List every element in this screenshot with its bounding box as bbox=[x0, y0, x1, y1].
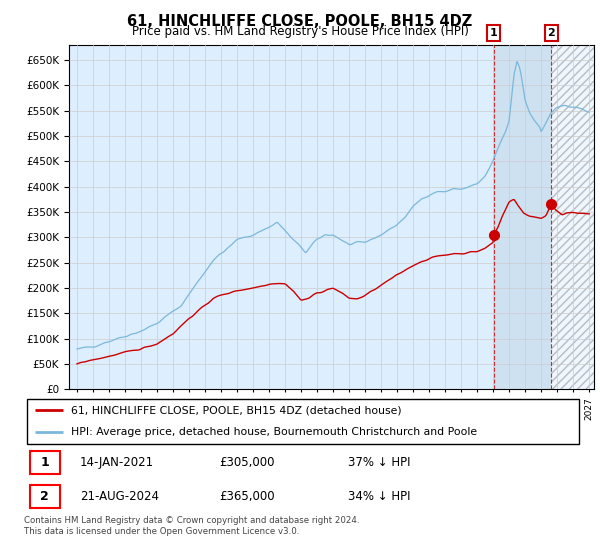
Text: Contains HM Land Registry data © Crown copyright and database right 2024.
This d: Contains HM Land Registry data © Crown c… bbox=[24, 516, 359, 536]
Bar bbox=[494, 45, 551, 389]
Text: HPI: Average price, detached house, Bournemouth Christchurch and Poole: HPI: Average price, detached house, Bour… bbox=[71, 427, 478, 437]
Text: 37% ↓ HPI: 37% ↓ HPI bbox=[347, 456, 410, 469]
Text: 1: 1 bbox=[40, 456, 49, 469]
Text: 61, HINCHLIFFE CLOSE, POOLE, BH15 4DZ: 61, HINCHLIFFE CLOSE, POOLE, BH15 4DZ bbox=[127, 14, 473, 29]
Text: 1: 1 bbox=[490, 28, 497, 38]
Text: Price paid vs. HM Land Registry's House Price Index (HPI): Price paid vs. HM Land Registry's House … bbox=[131, 25, 469, 38]
Text: £365,000: £365,000 bbox=[220, 490, 275, 503]
Bar bbox=[551, 45, 597, 389]
Text: 61, HINCHLIFFE CLOSE, POOLE, BH15 4DZ (detached house): 61, HINCHLIFFE CLOSE, POOLE, BH15 4DZ (d… bbox=[71, 405, 402, 416]
Bar bbox=[551, 45, 597, 389]
FancyBboxPatch shape bbox=[27, 399, 579, 444]
Text: 2: 2 bbox=[40, 490, 49, 503]
Text: 34% ↓ HPI: 34% ↓ HPI bbox=[347, 490, 410, 503]
FancyBboxPatch shape bbox=[29, 451, 60, 474]
Text: 21-AUG-2024: 21-AUG-2024 bbox=[80, 490, 159, 503]
Text: £305,000: £305,000 bbox=[220, 456, 275, 469]
Bar bbox=[551, 45, 597, 389]
Text: 2: 2 bbox=[548, 28, 555, 38]
Text: 14-JAN-2021: 14-JAN-2021 bbox=[80, 456, 154, 469]
FancyBboxPatch shape bbox=[29, 485, 60, 508]
